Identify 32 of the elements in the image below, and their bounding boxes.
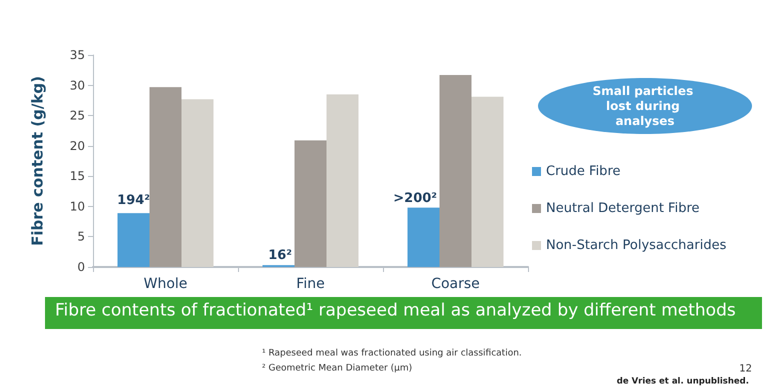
text: Fibre contents of fractionated¹ rapeseed meal as analyzed by different methods [55, 300, 736, 320]
bar [326, 94, 358, 267]
y-tick-label: 30 [70, 78, 85, 92]
y-tick-label: 35 [70, 48, 85, 62]
text: de Vries et al. unpublished. [616, 376, 750, 386]
x-tick-label: Whole [144, 276, 188, 292]
legend-label: Non-Starch Polysaccharides [546, 238, 727, 253]
text: ² Geometric Mean Diameter (µm) [262, 364, 412, 374]
bar [440, 74, 472, 267]
bar [472, 96, 504, 267]
y-tick-label: 0 [77, 260, 85, 274]
text: Small particles lost during analyses [592, 84, 698, 128]
x-tick-label: Fine [296, 276, 325, 292]
text: ¹ Rapeseed meal was fractionated using air classification. [262, 348, 522, 358]
annotation: >200² [393, 191, 437, 206]
annotation: 16² [268, 248, 292, 263]
y-tick-label: 25 [70, 108, 85, 123]
text: 12 [739, 364, 752, 374]
bar [408, 208, 440, 267]
y-tick-label: 20 [70, 138, 85, 153]
legend-label: Neutral Detergent Fibre [546, 201, 700, 216]
bar [294, 140, 326, 267]
y-tick-label: 15 [70, 169, 85, 184]
y-axis-title: Fibre content (g/kg) [28, 76, 46, 246]
bar [150, 87, 182, 267]
legend-label: Crude Fibre [546, 164, 620, 179]
bar [182, 99, 214, 267]
y-tick-label: 10 [70, 199, 85, 214]
bar [118, 213, 150, 267]
x-tick-label: Coarse [431, 276, 480, 292]
annotation: 194² [117, 193, 150, 208]
y-tick-label: 5 [77, 230, 85, 244]
